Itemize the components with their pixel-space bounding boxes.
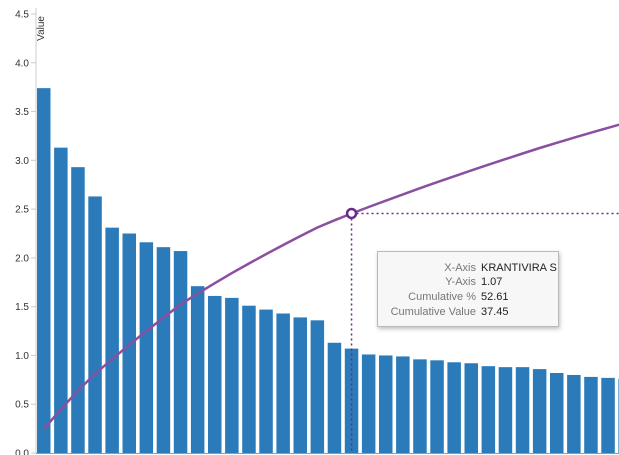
tooltip-value: 37.45 bbox=[481, 306, 509, 318]
y-axis-title: Value bbox=[36, 16, 47, 41]
y-axis: 0.0 0.5 1.0 1.5 2.0 2.5 3.0 3.5 4.0 4.5 Value bbox=[15, 8, 47, 455]
bar bbox=[105, 227, 119, 453]
y-tick-label: 2.0 bbox=[15, 253, 29, 264]
tooltip-value: 52.61 bbox=[481, 291, 509, 303]
tooltip-row-cum-pct: Cumulative % 52.61 bbox=[378, 291, 558, 307]
bar bbox=[208, 295, 222, 453]
tooltip-row-y: Y-Axis 1.07 bbox=[378, 276, 558, 292]
bar bbox=[156, 247, 171, 453]
bar bbox=[276, 313, 290, 453]
bar bbox=[430, 360, 444, 453]
y-tick-label: 3.0 bbox=[15, 156, 29, 167]
tooltip-key: X-Axis bbox=[444, 262, 476, 274]
bar bbox=[37, 88, 51, 454]
bar bbox=[481, 366, 496, 453]
bar bbox=[327, 342, 342, 453]
bar bbox=[515, 367, 530, 453]
bar bbox=[139, 242, 154, 453]
y-tick-label: 0.0 bbox=[15, 449, 29, 455]
y-tick-label: 1.0 bbox=[15, 351, 29, 362]
bar bbox=[310, 320, 325, 453]
y-tick-label: 4.0 bbox=[15, 58, 29, 69]
bar bbox=[190, 286, 205, 453]
bar bbox=[259, 309, 273, 453]
highlighted-point bbox=[345, 207, 358, 220]
bar bbox=[88, 196, 102, 453]
bar bbox=[447, 362, 461, 453]
y-tick-label: 4.5 bbox=[15, 10, 29, 21]
tooltip-key: Cumulative % bbox=[408, 291, 476, 303]
bar bbox=[498, 367, 513, 453]
tooltip-row-cum-val: Cumulative Value 37.45 bbox=[378, 306, 558, 322]
bar bbox=[293, 317, 307, 453]
tooltip-value: KRANTIVIRA S bbox=[481, 262, 557, 274]
bar bbox=[242, 305, 256, 453]
bar bbox=[225, 297, 239, 453]
crosshair bbox=[345, 207, 619, 453]
bar bbox=[413, 359, 427, 453]
tooltip: X-Axis KRANTIVIRA S Y-Axis 1.07 Cumulati… bbox=[377, 251, 559, 327]
cumulative-line bbox=[42, 123, 619, 431]
tooltip-key: Cumulative Value bbox=[390, 306, 476, 318]
bar bbox=[601, 377, 615, 453]
y-tick-label: 3.5 bbox=[15, 107, 29, 118]
tooltip-row-x: X-Axis KRANTIVIRA S bbox=[378, 262, 558, 278]
tooltip-key: Y-Axis bbox=[445, 276, 476, 288]
bar bbox=[396, 356, 410, 453]
y-tick-label: 0.5 bbox=[15, 400, 29, 411]
bar bbox=[361, 354, 376, 453]
y-tick-label: 2.5 bbox=[15, 205, 29, 216]
bar bbox=[173, 251, 188, 453]
bar bbox=[550, 373, 564, 453]
cumulative-curve bbox=[42, 123, 619, 431]
bar bbox=[532, 369, 547, 453]
bar bbox=[54, 147, 68, 453]
bar bbox=[71, 167, 85, 453]
bar bbox=[379, 355, 393, 453]
tooltip-value: 1.07 bbox=[481, 276, 503, 288]
bar bbox=[464, 363, 478, 453]
bar bbox=[567, 374, 581, 453]
y-tick-label: 1.5 bbox=[15, 302, 29, 313]
bar bbox=[344, 348, 359, 453]
bar bbox=[584, 376, 598, 453]
